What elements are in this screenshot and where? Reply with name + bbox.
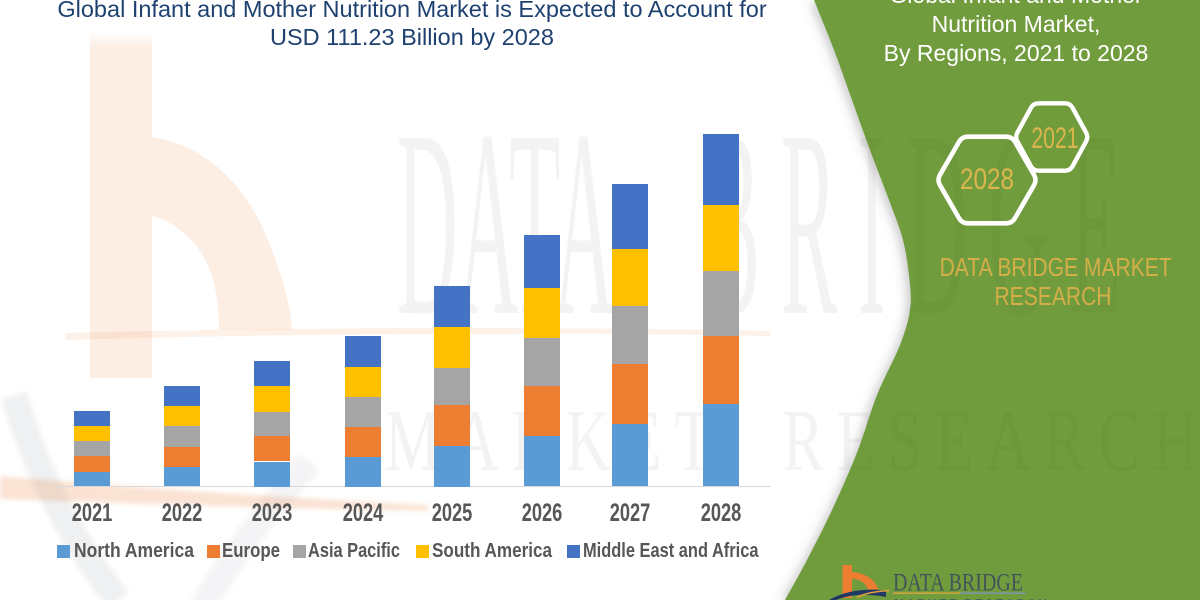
svg-text:DATA: DATA (397, 76, 615, 371)
svg-text:MARKET RESEARCH: MARKET RESEARCH (385, 392, 1200, 490)
svg-text:DATA: DATA (397, 76, 615, 371)
svg-text:MARKET RESEARCH: MARKET RESEARCH (894, 597, 1049, 600)
svg-text:DATA BRIDGE: DATA BRIDGE (893, 568, 1023, 597)
